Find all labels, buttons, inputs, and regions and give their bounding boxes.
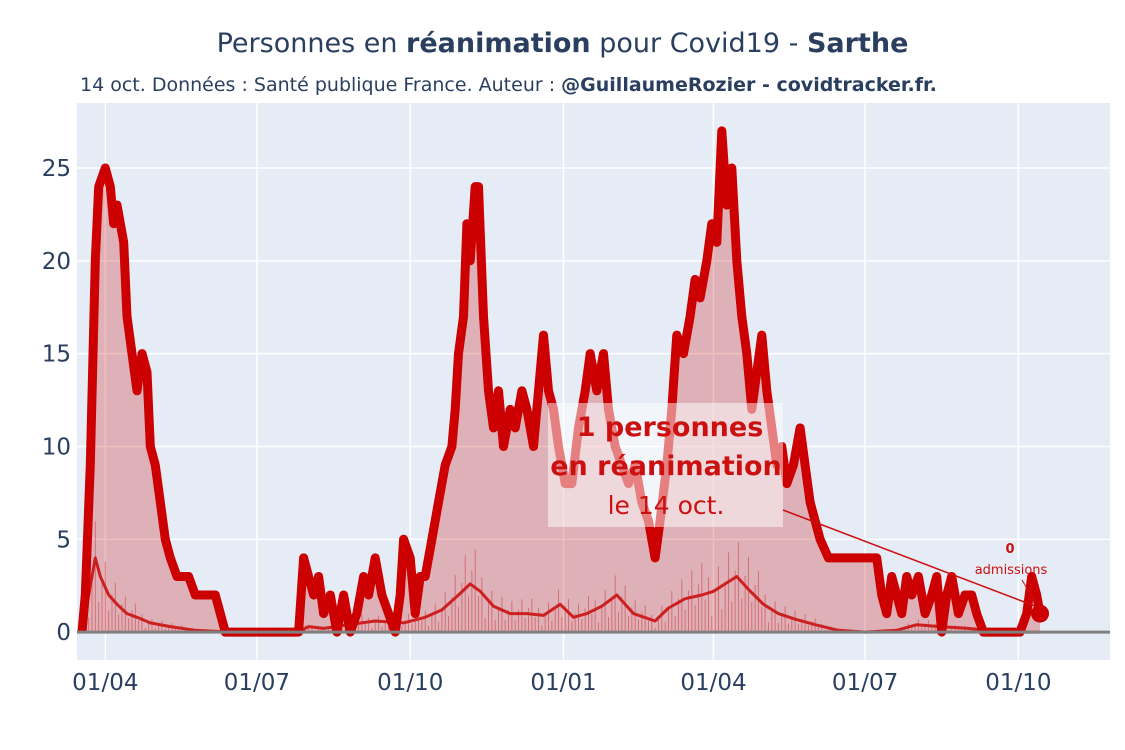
annotation-line1: 1 personnes bbox=[577, 412, 764, 443]
admissions-arrow bbox=[1021, 579, 1035, 601]
y-tick-label: 5 bbox=[56, 527, 71, 553]
x-tick-label: 01/07 bbox=[832, 670, 898, 696]
chart-subtitle: 14 oct. Données : Santé publique France.… bbox=[80, 74, 937, 96]
chart-title: Personnes en réanimation pour Covid19 - … bbox=[216, 28, 909, 59]
x-axis-ticks: 01/04 01/07 01/10 01/01 01/04 01/07 01/10 bbox=[72, 670, 1051, 696]
y-tick-label: 10 bbox=[42, 434, 71, 460]
admissions-line bbox=[80, 556, 1040, 634]
x-tick-label: 01/10 bbox=[377, 670, 443, 696]
x-tick-label: 01/04 bbox=[72, 670, 138, 696]
y-axis-ticks: 0 5 10 15 20 25 bbox=[42, 156, 71, 646]
y-tick-label: 15 bbox=[42, 342, 71, 368]
x-tick-label: 01/07 bbox=[224, 670, 290, 696]
last-value-marker bbox=[1031, 604, 1050, 623]
reanimation-area bbox=[82, 130, 1040, 633]
y-tick-label: 20 bbox=[42, 249, 71, 275]
annotation-line3: le 14 oct. bbox=[608, 491, 725, 520]
annotation-box: 1 personnes en réanimation le 14 oct. bbox=[548, 403, 783, 527]
x-tick-label: 01/10 bbox=[985, 670, 1051, 696]
annotation-arrow bbox=[782, 509, 1041, 609]
y-tick-label: 0 bbox=[56, 620, 71, 646]
annotation-line2: en réanimation bbox=[550, 451, 782, 482]
x-tick-label: 01/01 bbox=[530, 670, 596, 696]
admissions-label: admissions bbox=[975, 563, 1048, 578]
x-tick-label: 01/04 bbox=[680, 670, 746, 696]
y-tick-label: 25 bbox=[42, 156, 71, 182]
admissions-value: 0 bbox=[1005, 542, 1014, 557]
